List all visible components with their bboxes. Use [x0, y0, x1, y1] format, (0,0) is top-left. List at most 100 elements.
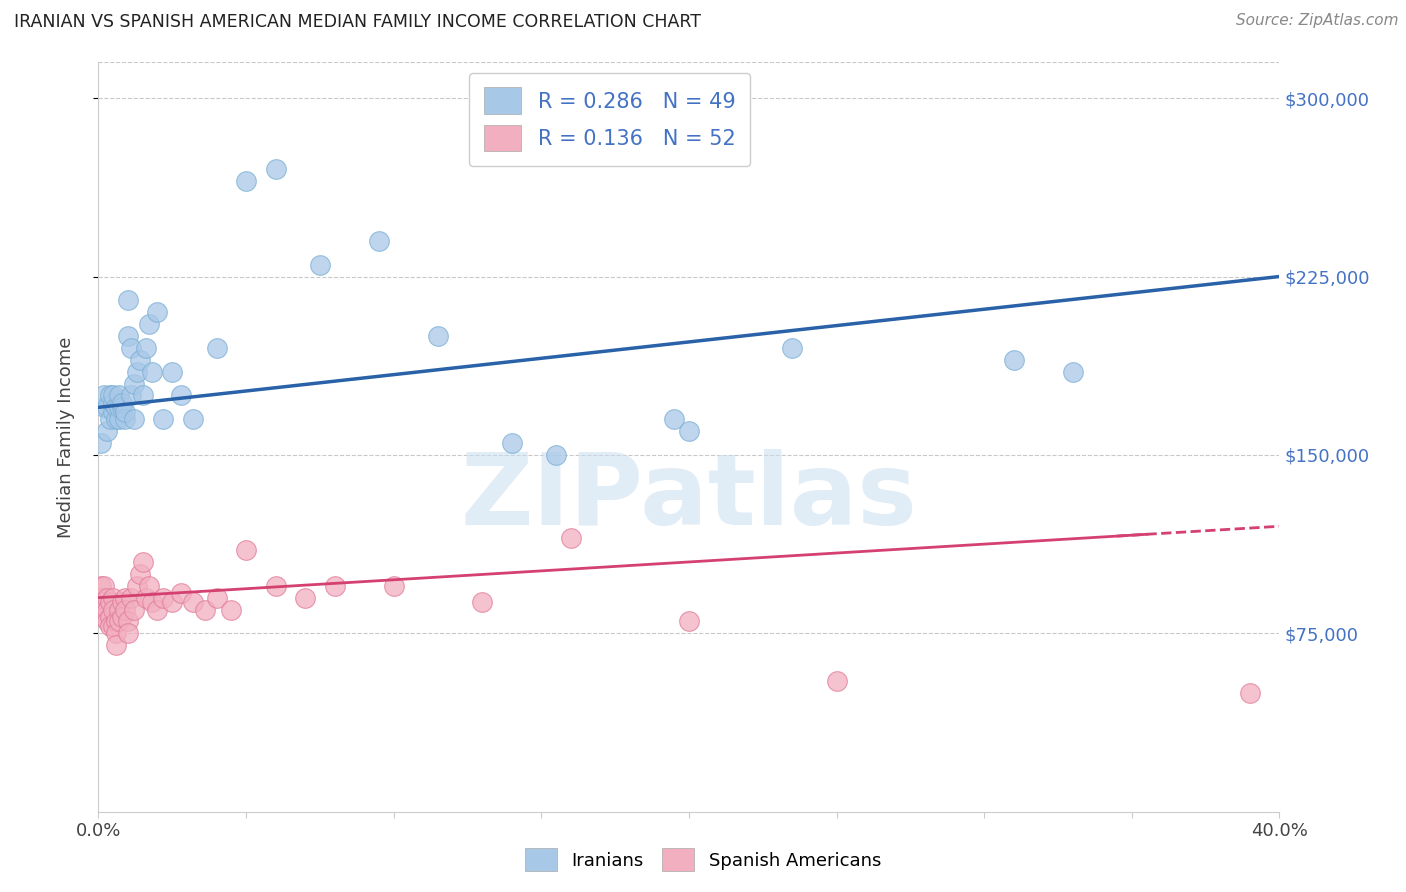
Point — [128, 352, 150, 367]
Point — [96, 602, 118, 616]
Point — [471, 595, 494, 609]
Point — [98, 619, 121, 633]
Point — [678, 615, 700, 629]
Point — [90, 579, 112, 593]
Point — [117, 615, 139, 629]
Point — [138, 579, 160, 593]
Point — [93, 609, 115, 624]
Point — [108, 388, 131, 402]
Text: ZIPatlas: ZIPatlas — [461, 449, 917, 546]
Point — [114, 591, 136, 605]
Point — [108, 412, 131, 426]
Point — [170, 388, 193, 402]
Point — [221, 602, 243, 616]
Point — [103, 619, 125, 633]
Point — [125, 579, 148, 593]
Point — [782, 341, 804, 355]
Point — [825, 673, 848, 688]
Point — [114, 405, 136, 419]
Point — [501, 436, 523, 450]
Point — [117, 329, 139, 343]
Point — [108, 401, 131, 415]
Point — [368, 234, 391, 248]
Point — [98, 609, 121, 624]
Point — [93, 595, 115, 609]
Point — [105, 615, 128, 629]
Point — [120, 591, 142, 605]
Point — [117, 293, 139, 308]
Point — [111, 609, 134, 624]
Point — [205, 591, 228, 605]
Point — [205, 341, 228, 355]
Point — [264, 579, 287, 593]
Text: IRANIAN VS SPANISH AMERICAN MEDIAN FAMILY INCOME CORRELATION CHART: IRANIAN VS SPANISH AMERICAN MEDIAN FAMIL… — [14, 13, 702, 31]
Point — [132, 388, 155, 402]
Point — [382, 579, 405, 593]
Point — [96, 401, 118, 415]
Point — [90, 591, 112, 605]
Point — [170, 586, 193, 600]
Point — [90, 602, 112, 616]
Point — [103, 405, 125, 419]
Point — [103, 591, 125, 605]
Point — [141, 365, 163, 379]
Point — [194, 602, 217, 616]
Point — [664, 412, 686, 426]
Point — [108, 602, 131, 616]
Point — [132, 555, 155, 569]
Point — [96, 591, 118, 605]
Point — [93, 401, 115, 415]
Point — [678, 424, 700, 438]
Point — [560, 531, 582, 545]
Point — [120, 341, 142, 355]
Text: Source: ZipAtlas.com: Source: ZipAtlas.com — [1236, 13, 1399, 29]
Point — [105, 401, 128, 415]
Point — [264, 162, 287, 177]
Point — [181, 412, 204, 426]
Point — [125, 365, 148, 379]
Point — [96, 615, 118, 629]
Point — [152, 412, 174, 426]
Point — [93, 388, 115, 402]
Point — [309, 258, 332, 272]
Point — [120, 388, 142, 402]
Point — [105, 412, 128, 426]
Point — [152, 591, 174, 605]
Point — [117, 626, 139, 640]
Point — [235, 543, 257, 558]
Point — [1002, 352, 1025, 367]
Point — [162, 365, 183, 379]
Point — [103, 602, 125, 616]
Point — [162, 595, 183, 609]
Point — [111, 595, 134, 609]
Point — [546, 448, 568, 462]
Point — [103, 395, 125, 409]
Point — [122, 376, 145, 391]
Point — [111, 395, 134, 409]
Point — [146, 602, 169, 616]
Point — [103, 388, 125, 402]
Point — [114, 602, 136, 616]
Point — [135, 591, 157, 605]
Point — [146, 305, 169, 319]
Point — [114, 412, 136, 426]
Point — [90, 436, 112, 450]
Point — [96, 424, 118, 438]
Point — [122, 602, 145, 616]
Legend: R = 0.286   N = 49, R = 0.136   N = 52: R = 0.286 N = 49, R = 0.136 N = 52 — [470, 73, 751, 166]
Point — [122, 412, 145, 426]
Point — [1239, 686, 1261, 700]
Point — [108, 615, 131, 629]
Point — [128, 566, 150, 581]
Point — [111, 401, 134, 415]
Point — [98, 595, 121, 609]
Point — [138, 317, 160, 331]
Y-axis label: Median Family Income: Median Family Income — [56, 336, 75, 538]
Point — [98, 412, 121, 426]
Point — [427, 329, 450, 343]
Point — [105, 638, 128, 652]
Point — [141, 595, 163, 609]
Legend: Iranians, Spanish Americans: Iranians, Spanish Americans — [517, 841, 889, 879]
Point — [105, 626, 128, 640]
Point — [181, 595, 204, 609]
